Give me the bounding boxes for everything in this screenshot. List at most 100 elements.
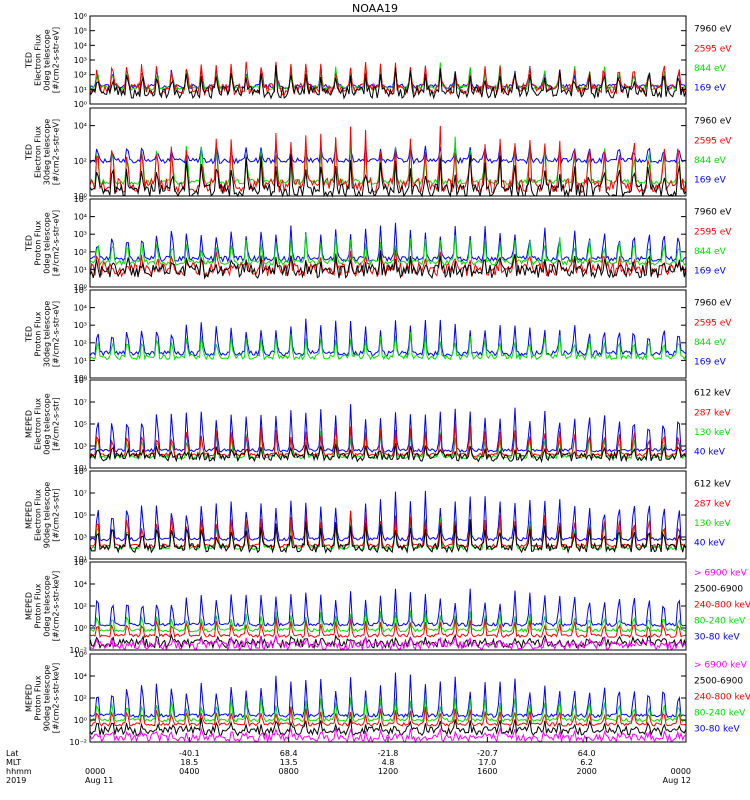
legend-entry: 612 keV [694,480,731,490]
x-tick-label-mlt: 17.0 [478,758,496,767]
series-line-844-ev [89,332,687,361]
y-tick-label: 10² [74,339,87,348]
series-line-287-kev [89,510,687,549]
y-label-line: Proton Flux [34,675,43,720]
series-line-844-ev [89,136,687,186]
y-tick-label: 10⁴ [74,580,87,589]
y-label-line: MEPED [25,684,34,712]
x-tick-label-date: Aug 11 [85,776,113,785]
y-label-line: [#/cm2-s-str-eV] [52,27,61,93]
y-tick-label: 10⁶ [74,650,87,659]
series-line-7960-ev [89,153,687,198]
legend-entry: 240-800 keV [694,693,750,703]
series-line-169-ev [89,318,687,358]
panel-ted-e-0: 10⁰ 10¹ 10² 10³ 10⁴ 10⁵ 10⁶ TED Electron Flux 0de… [25,12,733,109]
legend-entry: 2595 eV [694,318,732,328]
y-tick-label: 10¹ [74,555,87,564]
y-label-line: MEPED [25,410,34,438]
y-tick-label: 10⁻² [69,646,87,655]
x-tick-label-lat: -20.7 [477,749,498,758]
y-tick-label: 10⁵ [74,27,87,36]
y-label-line: [#/cm2-s-str-eV] [52,210,61,276]
y-tick-label: 10³ [74,230,87,239]
x-tick-label-hhmm: 0400 [179,767,199,776]
series-line-7960-ev [89,64,687,100]
y-tick-label: 10¹ [74,356,87,365]
y-tick-label: 10⁴ [74,304,87,313]
panel-ted-e-30: 10⁰ 10² 10⁴ TED Electron Flux 30deg telescope… [25,107,732,201]
y-tick-label: 10² [74,248,87,257]
x-tick-label-hhmm: 1600 [477,767,497,776]
y-label-line: [#/cm2-s-str-eV] [52,301,61,367]
y-axis-label: TED Electron Flux 0deg telescope [#/cm2-s-s… [25,27,61,93]
y-label-line: 0deg telescope [43,575,52,636]
legend-entry: 240-800 keV [694,601,750,611]
x-tick-label-lat: 64.0 [578,749,596,758]
y-axis-label: MEPED Proton Flux 0deg telescope [#/cm2-s-s… [25,571,61,642]
series-line-80-240-kev [89,695,687,723]
y-label-line: 30deg telescope [43,301,52,368]
legend-entry: 2500-6900 [694,585,743,595]
series-line-169-ev [89,65,687,90]
legend-entry: 169 eV [694,266,727,276]
y-label-line: Proton Flux [34,311,43,356]
x-row-label: Lat [6,749,19,758]
legend-entry: 7960 eV [694,299,732,309]
y-tick-label: 10³ [74,533,87,542]
legend-entry: 844 eV [694,338,727,348]
y-label-line: [#/cm2-s-str-keV] [52,663,61,734]
y-tick-label: 10² [74,71,87,80]
legend-entry: 30-80 keV [694,633,740,643]
legend-entry: 612 keV [694,389,731,399]
panel-frame [89,289,687,379]
y-axis-label: TED Proton Flux 0deg telescope [#/cm2-s-str… [25,210,61,276]
y-label-line: 90deg telescope [43,482,52,549]
y-label-line: 0deg telescope [43,393,52,454]
y-tick-label: 10⁷ [74,398,87,407]
series-line-169-ev [89,144,687,165]
y-tick-label: 10³ [74,442,87,451]
y-axis-label: MEPED Electron Flux 0deg telescope [#/cm2-s… [25,393,61,454]
legend-entry: 169 eV [694,175,727,185]
x-row-label: 2019 [6,776,26,785]
panel-frame [89,107,687,197]
x-tick-label-mlt: 4.8 [382,758,395,767]
y-tick-label: 10⁰ [74,100,87,109]
series-line-240-800-kev [89,706,687,727]
y-tick-label: 10⁵ [74,286,87,295]
y-label-line: [#/cm2-s-str-eV] [52,119,61,185]
legend-entry: 2500-6900 [694,677,743,687]
legend-entry: 2595 eV [694,136,732,146]
y-tick-label: 10⁴ [74,213,87,222]
y-label-line: 90deg telescope [43,665,52,732]
legend-entry: 80-240 keV [694,709,746,719]
series-line-40-kev [89,404,687,453]
legend-entry: 844 eV [694,247,727,257]
y-axis-label: TED Electron Flux 30deg telescope [#/cm2-s-… [25,119,61,186]
series-line-240-800-kev [89,617,687,639]
y-label-line: TED [25,235,34,252]
legend-entry: > 6900 keV [694,661,748,671]
y-tick-label: 10⁻² [69,738,87,747]
y-tick-label: 10⁵ [74,511,87,520]
y-tick-label: 10⁴ [74,672,87,681]
x-tick-label-hhmm: 2000 [576,767,596,776]
y-tick-label: 10⁴ [74,122,87,131]
legend-entry: 169 eV [694,357,727,367]
y-tick-label: 10² [74,602,87,611]
panel-meped-e-90: 10¹ 10³ 10⁵ 10⁷ 10⁹ MEPED Electron Flux 90deg t… [25,467,732,564]
legend-entry: 7960 eV [694,208,732,218]
y-tick-label: 10⁹ [74,467,87,476]
legend-entry: 40 keV [694,538,726,548]
x-tick-label-mlt: 13.5 [280,758,298,767]
y-label-line: Electron Flux [34,489,43,541]
y-label-line: [#/cm2-s-str] [52,488,61,541]
y-label-line: TED [25,326,34,343]
y-axis-label: TED Proton Flux 30deg telescope [#/cm2-s-st… [25,301,61,368]
legend-entry: 169 eV [694,83,727,93]
x-tick-label-hhmm: 0800 [278,767,298,776]
legend-entry: 40 keV [694,447,726,457]
y-label-line: Proton Flux [34,220,43,265]
